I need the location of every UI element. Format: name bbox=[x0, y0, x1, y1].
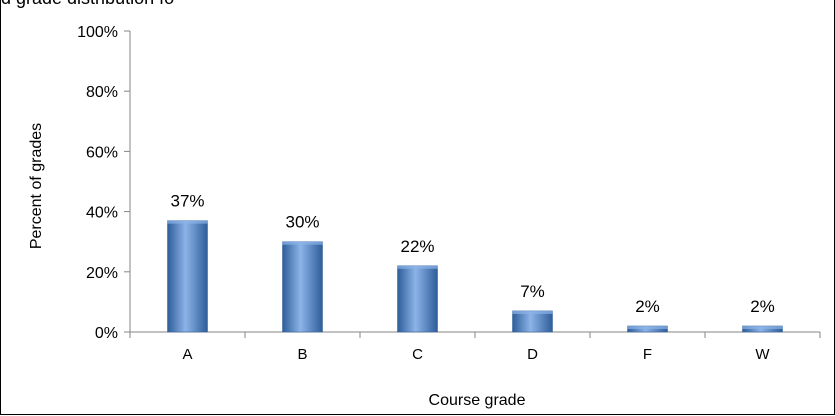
bar-top-A bbox=[167, 220, 208, 224]
y-tick-label: 100% bbox=[77, 24, 118, 41]
y-axis-title: Percent of grades bbox=[28, 123, 45, 249]
axes: 0% 20% 40% 60% 80% 100% bbox=[77, 24, 821, 342]
bar-B bbox=[282, 241, 323, 333]
x-axis-title: Course grade bbox=[429, 392, 526, 409]
bar-A bbox=[167, 220, 208, 333]
data-label: 30% bbox=[285, 213, 319, 232]
y-tick-label: 80% bbox=[86, 84, 118, 101]
bar-top-B bbox=[282, 241, 323, 245]
bar-top-C bbox=[397, 265, 438, 269]
data-label: 2% bbox=[750, 297, 775, 316]
bar-D bbox=[512, 310, 553, 333]
data-label: 37% bbox=[170, 192, 204, 211]
data-label: 7% bbox=[520, 282, 545, 301]
bar-top-D bbox=[512, 310, 553, 314]
y-tick-label: 0% bbox=[95, 325, 118, 342]
cut-off-header-text: d grade distribution fo bbox=[1, 0, 174, 9]
bar-C bbox=[397, 265, 438, 333]
x-tick-label: D bbox=[527, 346, 538, 363]
bar-top-W bbox=[742, 325, 783, 329]
labels: A 37% B 30% C 22% D 7% F 2% W 2% bbox=[170, 192, 774, 363]
y-tick-label: 40% bbox=[86, 205, 118, 222]
bars bbox=[167, 220, 783, 333]
x-tick-label: B bbox=[297, 346, 307, 363]
y-tick-label: 20% bbox=[86, 265, 118, 282]
x-tick-label: F bbox=[643, 346, 652, 363]
bar-top-F bbox=[627, 325, 668, 329]
x-tick-label: C bbox=[412, 346, 423, 363]
y-tick-label: 60% bbox=[86, 144, 118, 161]
data-label: 2% bbox=[635, 297, 660, 316]
x-tick-label: A bbox=[182, 346, 192, 363]
data-label: 22% bbox=[400, 237, 434, 256]
x-tick-label: W bbox=[755, 346, 770, 363]
